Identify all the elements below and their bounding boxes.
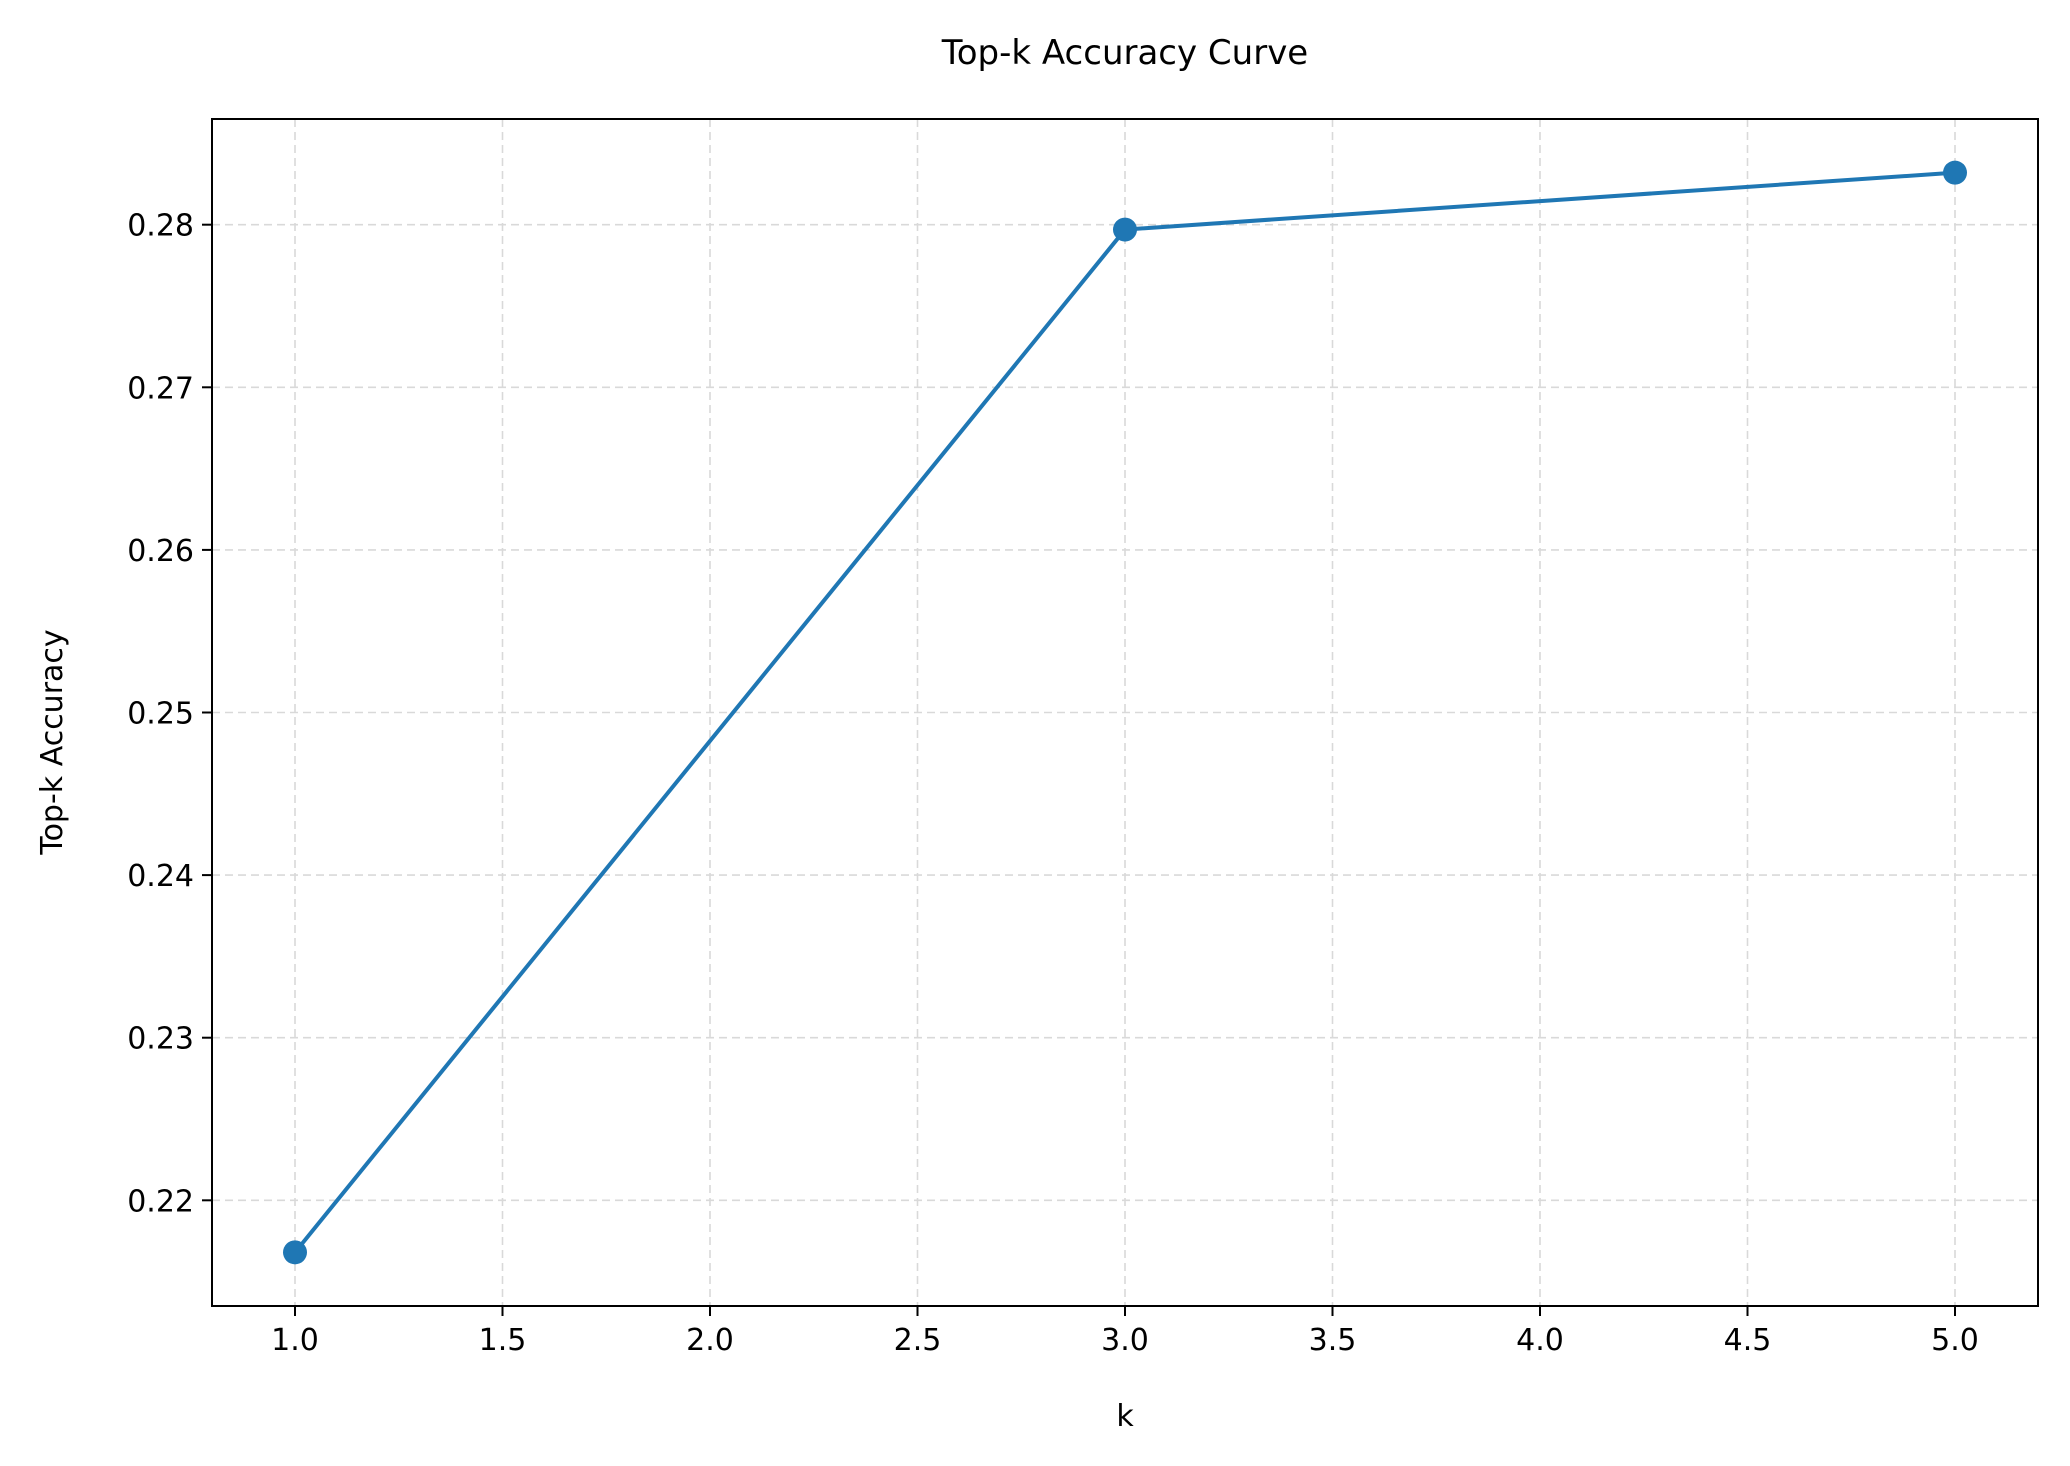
series-layer — [283, 160, 1967, 1265]
x-axis-label: k — [1116, 1399, 1134, 1434]
y-tick-label: 0.22 — [127, 1184, 194, 1219]
x-tick-label: 2.5 — [894, 1323, 942, 1358]
x-tick-label: 1.0 — [271, 1323, 319, 1358]
y-axis-label: Top-k Accuracy — [35, 629, 70, 855]
x-tick-label: 3.0 — [1101, 1323, 1149, 1358]
y-tick-label: 0.24 — [127, 859, 194, 894]
y-tick-label: 0.23 — [127, 1022, 194, 1057]
chart-title: Top-k Accuracy Curve — [941, 33, 1308, 73]
data-point-marker — [1943, 160, 1967, 185]
y-tick-label: 0.27 — [127, 371, 194, 406]
y-tick-label: 0.26 — [127, 534, 194, 569]
x-tick-label: 1.5 — [479, 1323, 527, 1358]
data-point-marker — [1113, 217, 1137, 242]
x-tick-label: 2.0 — [686, 1323, 734, 1358]
x-tick-label: 4.0 — [1516, 1323, 1564, 1358]
ticks: 1.0 1.5 2.0 2.5 3.0 3.5 4.0 4.5 5.0 0.22 0.23 0.24 0… — [127, 209, 1979, 1358]
data-point-marker — [283, 1240, 307, 1265]
x-tick-label: 3.5 — [1309, 1323, 1357, 1358]
y-tick-label: 0.25 — [127, 697, 194, 732]
y-tick-label: 0.28 — [127, 209, 194, 244]
x-tick-label: 4.5 — [1724, 1323, 1772, 1358]
x-tick-label: 5.0 — [1931, 1323, 1979, 1358]
